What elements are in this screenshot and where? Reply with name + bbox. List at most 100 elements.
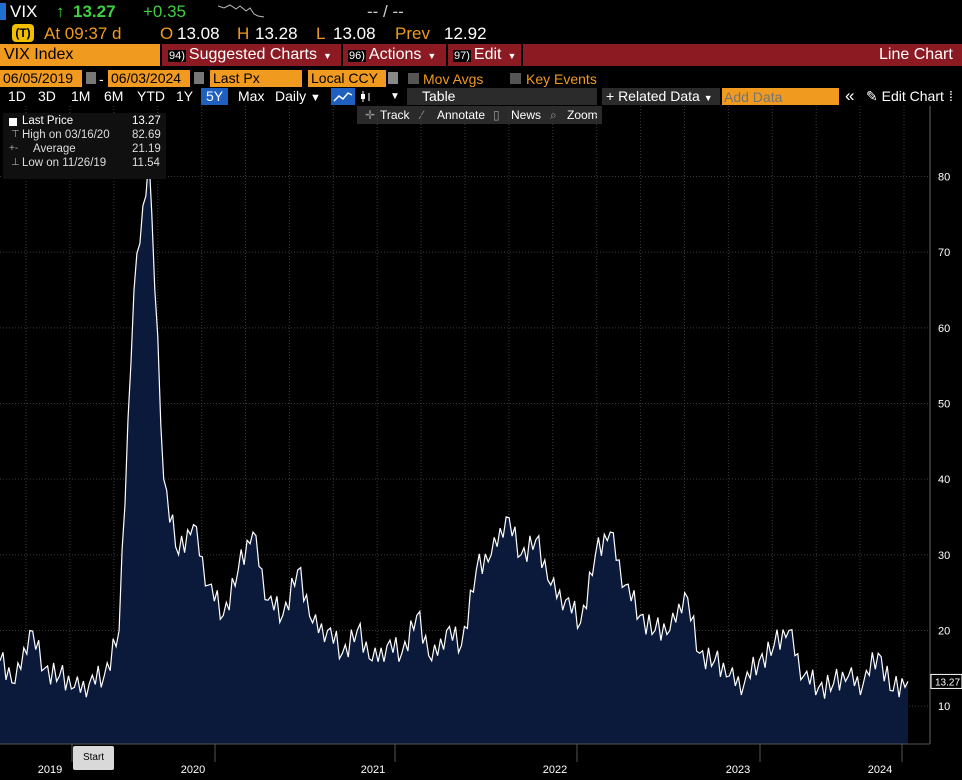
track-icon: ✛ — [365, 108, 376, 122]
average-marker-icon: +- — [9, 143, 19, 154]
x-tick-label: 2024 — [868, 764, 892, 776]
legend-value: 11.54 — [132, 157, 160, 169]
zoom-button[interactable]: Zoom — [567, 108, 598, 122]
x-tick-label: 2021 — [361, 764, 385, 776]
line-chart-icon[interactable] — [331, 88, 355, 105]
ticker-bar: VIX ↑ 13.27 +0.35 -- / -- — [0, 0, 962, 22]
caret-down-icon: ▼ — [322, 51, 332, 61]
legend-label: Average — [33, 143, 76, 155]
key-events-label: Key Events — [526, 71, 597, 87]
low-marker-icon: ⊥ — [11, 157, 20, 168]
chart-legend: Last Price 13.27 ⊤ High on 03/16/20 82.6… — [3, 113, 166, 179]
price-line — [0, 156, 909, 699]
y-tick-label: 50 — [938, 399, 950, 411]
calendar-icon[interactable] — [194, 72, 204, 84]
frequency-select[interactable]: Daily ▼ — [275, 88, 321, 104]
open-label: O — [160, 24, 174, 43]
y-tick-label: 20 — [938, 626, 950, 638]
legend-value: 82.69 — [132, 129, 161, 141]
range-max[interactable]: Max — [238, 88, 265, 104]
security-field[interactable]: VIX Index — [0, 44, 160, 66]
high-value: 13.28 — [255, 24, 298, 43]
x-tick-label: 2020 — [181, 764, 205, 776]
high-marker-icon: ⊤ — [11, 129, 20, 140]
track-button[interactable]: Track — [380, 108, 410, 122]
x-tick-label: 2019 — [38, 764, 62, 776]
field-select[interactable]: Last Px — [210, 70, 302, 87]
caret-down-icon: ▼ — [507, 51, 517, 61]
last-price-box — [930, 673, 962, 689]
exchange-logo-icon: (T) — [12, 24, 34, 42]
range-6m[interactable]: 6M — [104, 88, 124, 104]
y-axis: 10 20 30 40 50 60 70 80 — [929, 106, 950, 744]
currency-select[interactable]: Local CCY — [308, 70, 386, 87]
legend-value: 13.27 — [132, 115, 161, 127]
caret-down-icon: ▼ — [310, 92, 321, 104]
y-tick-label: 80 — [938, 172, 950, 184]
edit-chart-button[interactable]: ✎ Edit Chart — [866, 88, 944, 104]
annotate-icon: ⁄ — [421, 108, 424, 122]
legend-value: 21.19 — [132, 143, 161, 155]
range-ytd[interactable]: YTD — [137, 88, 165, 104]
quote-time: At 09:37 d — [44, 24, 122, 43]
news-icon: ▯ — [493, 108, 500, 122]
price-area — [0, 156, 908, 744]
x-tick-label: 2023 — [726, 764, 750, 776]
dropdown-arrow-icon[interactable] — [388, 72, 398, 84]
chart-tools: ✛ Track ⁄ Annotate ▯ News ⌕ Zoom — [0, 106, 962, 124]
price-chart[interactable]: 10 20 30 40 50 60 70 80 2019 2020 2021 2022 2023 202… — [0, 106, 962, 780]
price-change: +0.35 — [143, 2, 187, 21]
key-events-checkbox[interactable] — [510, 73, 521, 84]
y-tick-label: 30 — [938, 550, 950, 562]
range-5y[interactable]: 5Y — [201, 88, 228, 105]
related-data-menu[interactable]: + Related Data ▼ — [606, 88, 713, 104]
range-3d[interactable]: 3D — [38, 88, 56, 104]
suggested-charts-menu[interactable]: 94) Suggested Charts ▼ — [168, 44, 332, 66]
x-tick-label: 2022 — [543, 764, 567, 776]
start-date-field[interactable]: 06/05/2019 — [0, 70, 82, 87]
table-button[interactable]: Table — [422, 88, 456, 104]
last-price-text: 13.27 — [935, 677, 960, 688]
range-1d[interactable]: 1D — [8, 88, 26, 104]
range-toolbar: 1D 3D 1M 6M YTD 1Y 5Y Max Daily ▼ ▼ Tabl… — [0, 86, 962, 106]
pencil-icon: ✎ — [866, 88, 878, 104]
date-dash: - — [99, 71, 104, 87]
legend-label: High on 03/16/20 — [22, 129, 110, 141]
settings-bar: 06/05/2019 - 06/03/2024 Last Px Local CC… — [0, 70, 962, 88]
add-data-input[interactable] — [722, 88, 839, 105]
edit-menu[interactable]: 97) Edit ▼ — [453, 44, 517, 66]
news-button[interactable]: News — [511, 108, 542, 122]
range-1y[interactable]: 1Y — [176, 88, 194, 104]
y-tick-label: 10 — [938, 701, 950, 713]
annotate-button[interactable]: Annotate — [437, 108, 486, 122]
sparkline — [218, 4, 265, 18]
zoom-icon: ⌕ — [550, 108, 557, 122]
y-tick-label: 60 — [938, 323, 950, 335]
calendar-icon[interactable] — [86, 72, 96, 84]
mov-avgs-checkbox[interactable] — [408, 73, 419, 84]
quote-bar: (T) At 09:37 d O 13.08 H 13.28 L 13.08 P… — [0, 22, 962, 44]
start-button[interactable]: Start — [73, 746, 114, 770]
up-arrow-icon: ↑ — [56, 2, 65, 21]
open-value: 13.08 — [177, 24, 220, 43]
last-price: 13.27 — [73, 2, 116, 21]
high-label: H — [237, 24, 250, 43]
legend-label: Last Price — [22, 115, 74, 127]
end-date-field[interactable]: 06/03/2024 — [108, 70, 190, 87]
candlestick-icon[interactable] — [358, 88, 376, 105]
actions-menu[interactable]: 96) Actions ▼ — [348, 44, 437, 66]
chart-type-label[interactable]: Line Chart — [879, 44, 953, 66]
prev-value: 12.92 — [444, 24, 487, 43]
mov-avgs-label: Mov Avgs — [423, 71, 484, 87]
more-icon[interactable]: ⁞ — [949, 88, 953, 104]
range-1m[interactable]: 1M — [71, 88, 91, 104]
legend-swatch[interactable] — [9, 118, 17, 126]
collapse-icon[interactable]: « — [845, 86, 855, 105]
last-price-tag: 13.27 — [930, 673, 962, 689]
chart-type-caret-icon[interactable]: ▼ — [390, 91, 400, 102]
legend-label: Low on 11/26/19 — [22, 157, 107, 169]
ticker-symbol: VIX — [10, 2, 38, 21]
y-tick-label: 40 — [938, 474, 950, 486]
low-value: 13.08 — [333, 24, 376, 43]
low-label: L — [316, 24, 326, 43]
